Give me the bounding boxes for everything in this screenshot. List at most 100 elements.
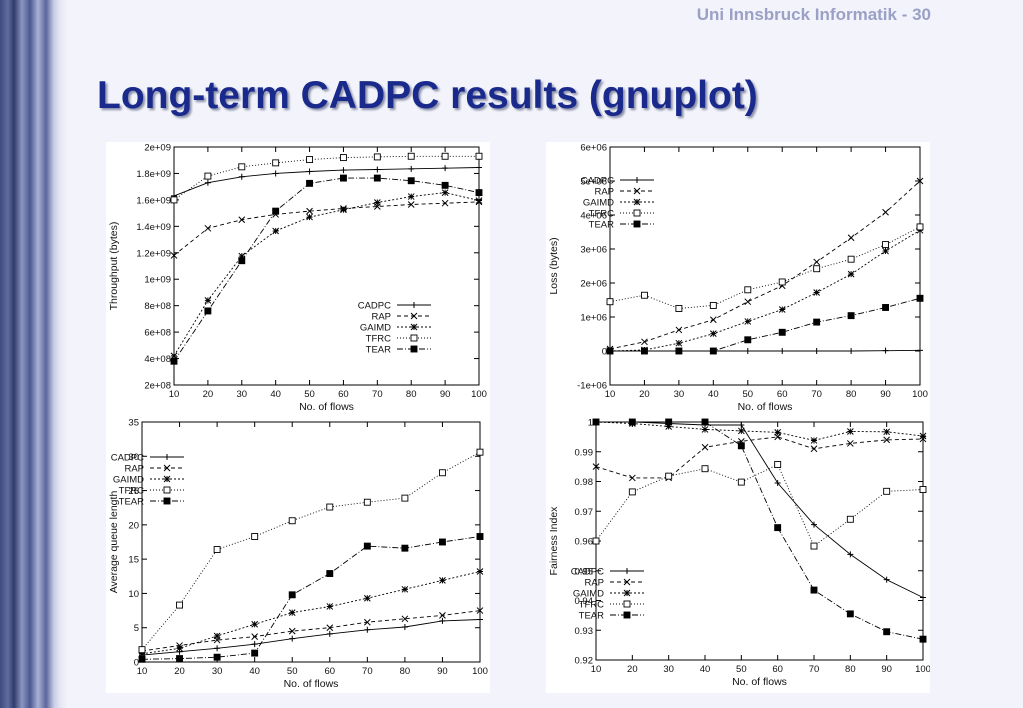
x-axis-label: No. of flows [284,678,339,690]
data-point [441,181,449,189]
data-point [306,168,313,175]
data-point [373,174,381,182]
data-point [883,436,891,444]
data-point [675,326,683,334]
data-point [675,347,683,355]
data-point [665,423,673,430]
data-point [774,479,781,486]
data-point [882,241,890,249]
x-tick-label: 20 [627,664,638,675]
series-line [141,619,481,656]
series-tfrc [138,448,484,654]
data-point [170,252,178,259]
data-point [374,166,381,173]
y-tick-label: 0.97 [575,507,594,518]
x-tick-label: 60 [772,664,783,675]
data-point [373,199,381,206]
x-tick-label: 60 [324,666,335,677]
x-tick-label: 10 [591,664,602,675]
data-point [204,179,211,186]
series-line [173,167,480,197]
series-line [173,155,479,201]
data-point [289,635,296,642]
data-point [138,646,146,654]
data-point [401,494,409,502]
legend-label: GAIMD [113,475,144,486]
data-point [744,318,752,325]
data-point [326,503,334,511]
legend-marker [633,198,641,206]
data-point [251,633,259,640]
x-tick-label: 20 [639,389,650,400]
data-point [408,165,415,172]
x-tick-label: 50 [304,389,315,400]
x-tick-label: 10 [605,389,616,400]
x-tick-label: 90 [881,664,892,675]
legend-label: RAP [124,464,144,475]
data-point [919,486,927,493]
data-point [778,278,786,286]
data-point [810,445,818,453]
data-point [774,429,782,436]
data-point [813,318,821,326]
x-tick-label: 30 [212,666,223,677]
series-line [141,571,481,655]
data-point [407,201,415,208]
data-point [238,163,246,171]
data-point [848,348,855,354]
y-tick-label: 5 [134,623,139,634]
data-point [701,426,709,433]
legend-marker [623,578,631,586]
data-point [709,347,717,355]
series-line [609,229,921,352]
data-point [407,152,415,160]
data-point [213,653,221,661]
x-tick-label: 40 [708,389,719,400]
x-tick-label: 100 [915,664,930,675]
data-point [811,521,817,528]
x-tick-label: 60 [338,389,349,400]
series-line [141,451,481,650]
data-point [401,624,408,631]
y-tick-label: 1.8e+09 [136,169,171,180]
data-point [675,339,683,347]
y-tick-label: 1.6e+09 [136,195,171,206]
data-point [846,440,854,447]
data-point [810,542,818,550]
data-point [744,298,752,306]
data-point [272,170,279,177]
y-tick-label: 4e+08 [144,354,171,365]
legend-marker [624,568,630,574]
x-tick-label: 40 [270,389,281,400]
data-point [847,551,854,558]
data-point [364,626,371,633]
series-line [609,226,921,309]
data-point [213,632,221,640]
data-point [340,167,347,174]
data-point [847,312,855,320]
data-point [176,655,184,663]
data-point [709,330,717,338]
y-tick-label: 20 [128,520,139,531]
data-point [701,465,709,473]
legend-marker [633,209,641,217]
x-tick-label: 40 [249,666,260,677]
legend-marker [634,177,640,183]
fairness-chart: 0.92 0.93 0.94 0.95 0.96 0.97 0.98 0.99 1 10 20 30 4… [548,418,930,689]
series-tear [170,174,483,365]
data-point [847,270,855,278]
legend-label: CADPC [111,453,144,464]
legend-marker [411,302,417,308]
data-point [238,216,246,224]
x-tick-label: 50 [736,664,747,675]
data-point [883,576,890,583]
series-line [173,192,480,357]
data-point [288,591,296,599]
data-point [238,252,246,260]
data-point [476,164,482,171]
y-tick-label: 0.99 [575,447,594,458]
y-tick-label: 0 [602,347,607,358]
data-point [204,297,212,304]
data-point [920,594,926,601]
loss-chart-panel: -1e+06 0 1e+06 2e+06 3e+06 4e+06 5e+06 6e+06 10 2… [546,142,930,420]
